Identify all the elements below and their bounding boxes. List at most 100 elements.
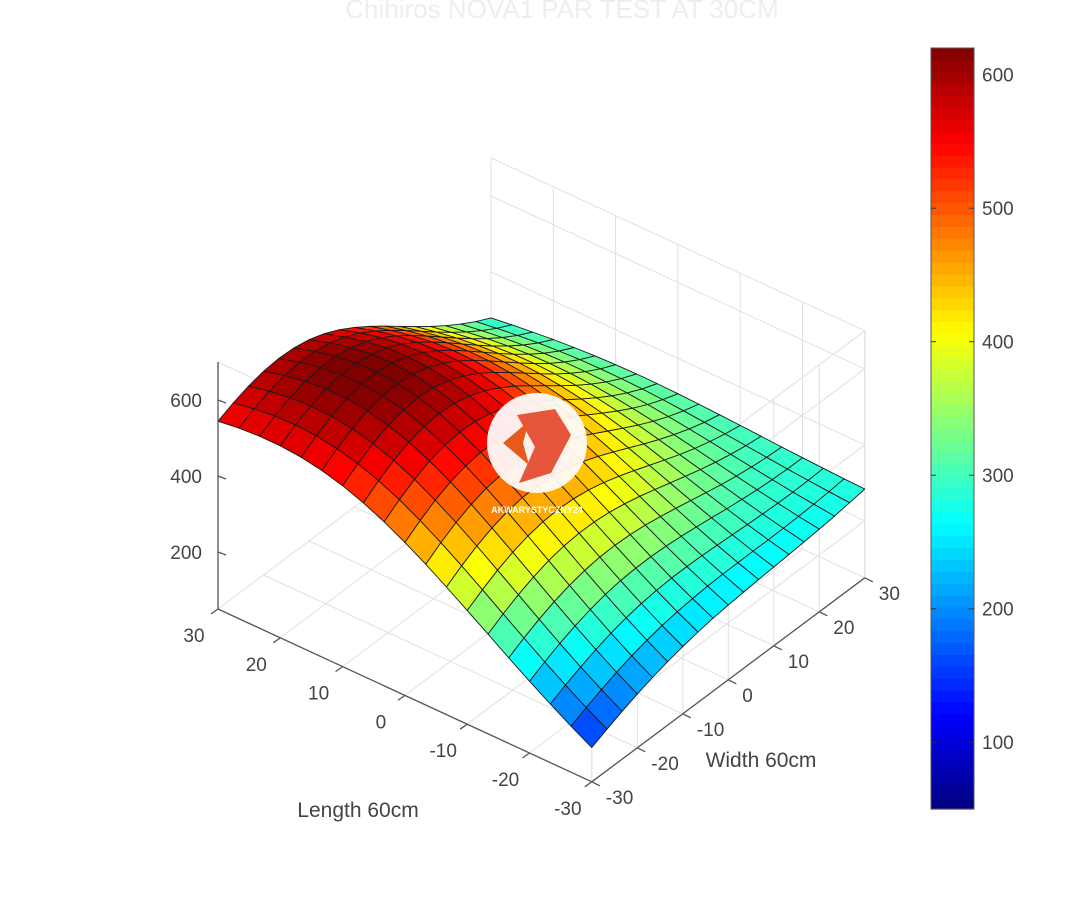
colorbar-segment bbox=[931, 606, 974, 620]
z-tick-label: 400 bbox=[170, 467, 202, 488]
chart-title: Chihiros NOVA1 PAR TEST AT 30CM bbox=[345, 0, 778, 24]
colorbar-segment bbox=[931, 83, 974, 97]
surface-cell bbox=[217, 402, 255, 429]
colorbar-segment bbox=[931, 190, 974, 204]
colorbar-segment bbox=[931, 333, 974, 346]
colorbar-segment bbox=[931, 214, 974, 227]
colorbar-segment bbox=[931, 309, 974, 323]
y-tick-label: -10 bbox=[697, 720, 724, 741]
z-tick-label: 200 bbox=[170, 543, 202, 564]
colorbar-segment bbox=[931, 761, 974, 774]
colorbar-segment bbox=[931, 511, 974, 525]
colorbar-segment bbox=[931, 238, 974, 251]
colorbar-segment bbox=[931, 166, 974, 180]
colorbar-segment bbox=[931, 321, 974, 334]
colorbar-segment bbox=[931, 630, 974, 644]
colorbar-segment bbox=[931, 797, 974, 810]
colorbar-segment bbox=[931, 499, 974, 513]
x-axis-label: Length 60cm bbox=[297, 799, 418, 822]
colorbar-segment bbox=[931, 737, 974, 751]
x-tick-label: 20 bbox=[246, 655, 267, 676]
colorbar-segment bbox=[931, 773, 974, 786]
colorbar-segment bbox=[931, 559, 974, 572]
colorbar-segment bbox=[931, 642, 974, 656]
colorbar-segment bbox=[931, 273, 974, 287]
colorbar-segment bbox=[931, 178, 974, 192]
colorbar-segment bbox=[931, 262, 974, 275]
colorbar-segment bbox=[931, 666, 974, 679]
colorbar-segment bbox=[931, 749, 974, 763]
colorbar-segment bbox=[931, 416, 974, 430]
colorbar-segment bbox=[931, 202, 974, 216]
colorbar-tick-label: 100 bbox=[982, 733, 1014, 754]
colorbar-tick-labels: 100 200 300 400 500 600 bbox=[982, 66, 1014, 755]
colorbar-segment bbox=[931, 71, 974, 85]
y-tick-label: 10 bbox=[788, 652, 809, 673]
colorbar-segment bbox=[931, 285, 974, 299]
y-tick-label: -30 bbox=[606, 788, 633, 809]
x-tick-label: 10 bbox=[308, 684, 329, 705]
colorbar-segment bbox=[931, 48, 974, 61]
colorbar-tick-label: 200 bbox=[982, 600, 1014, 621]
colorbar-segment bbox=[931, 404, 974, 418]
colorbar-segment bbox=[931, 226, 974, 239]
y-tick-label: -20 bbox=[651, 754, 678, 775]
x-tick-label: -30 bbox=[554, 799, 581, 820]
colorbar-segment bbox=[931, 95, 974, 109]
colorbar-segment bbox=[931, 654, 974, 667]
colorbar-segment bbox=[931, 452, 974, 465]
colorbar-segment bbox=[931, 297, 974, 311]
colorbar-segment bbox=[931, 369, 974, 382]
colorbar-segment bbox=[931, 380, 974, 394]
colorbar-segment bbox=[931, 487, 974, 501]
colorbar-segment bbox=[931, 678, 974, 691]
colorbar-segment bbox=[931, 59, 974, 73]
colorbar-segment bbox=[931, 725, 974, 739]
x-tick-labels: 30 20 10 0 -10 -20 -30 bbox=[183, 626, 581, 820]
colorbar-segment bbox=[931, 594, 974, 608]
colorbar-segment bbox=[931, 119, 974, 132]
z-tick-labels: 200 400 600 bbox=[170, 391, 202, 564]
x-tick-label: 0 bbox=[376, 712, 387, 733]
colorbar-segment bbox=[931, 690, 974, 703]
y-tick-label: 0 bbox=[742, 686, 753, 707]
x-tick-label: 30 bbox=[183, 626, 204, 647]
colorbar-segment bbox=[931, 583, 974, 596]
y-tick-label: 20 bbox=[833, 618, 854, 639]
colorbar-segment bbox=[931, 357, 974, 370]
colorbar-segment bbox=[931, 618, 974, 632]
x-tick-label: -20 bbox=[492, 770, 519, 791]
colorbar-segment bbox=[931, 131, 974, 144]
colorbar-tick-label: 500 bbox=[982, 199, 1014, 220]
colorbar-segment bbox=[931, 392, 974, 406]
watermark-text: AKWARYSTYCZNY24 bbox=[491, 505, 583, 515]
axes bbox=[210, 362, 874, 788]
colorbar-tick-label: 600 bbox=[982, 66, 1014, 87]
colorbar-segment bbox=[931, 476, 974, 489]
colorbar-segment bbox=[931, 345, 974, 358]
colorbar-segment bbox=[931, 107, 974, 120]
x-tick-label: -10 bbox=[429, 741, 456, 762]
colorbar-segment bbox=[931, 547, 974, 560]
colorbar-segment bbox=[931, 464, 974, 477]
colorbar-segment bbox=[931, 785, 974, 798]
colorbar-segment bbox=[931, 713, 974, 727]
colorbar-segment bbox=[931, 535, 974, 549]
colorbar-segment bbox=[931, 428, 974, 441]
z-tick-label: 600 bbox=[170, 391, 202, 412]
colorbar-tick-label: 400 bbox=[982, 333, 1014, 354]
colorbar-segment bbox=[931, 523, 974, 537]
watermark-logo: AKWARYSTYCZNY24 bbox=[487, 393, 587, 515]
y-tick-label: 30 bbox=[879, 584, 900, 605]
colorbar-segment bbox=[931, 155, 974, 168]
colorbar-segment bbox=[931, 250, 974, 263]
colorbar-segment bbox=[931, 571, 974, 584]
colorbar-segment bbox=[931, 143, 974, 156]
colorbar bbox=[930, 47, 975, 810]
colorbar-segment bbox=[931, 440, 974, 453]
y-tick-labels: -30 -20 -10 0 10 20 30 bbox=[606, 584, 900, 809]
colorbar-segment bbox=[931, 701, 974, 715]
y-axis-label: Width 60cm bbox=[706, 749, 817, 772]
colorbar-tick-label: 300 bbox=[982, 466, 1014, 487]
